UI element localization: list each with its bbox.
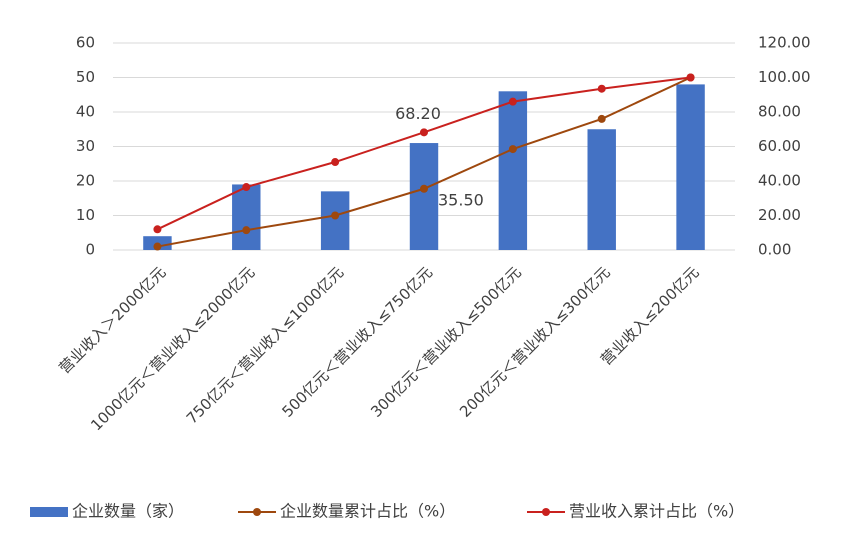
y-tick-label: 50 (76, 68, 95, 86)
legend-label: 企业数量（家） (72, 502, 184, 521)
x-tick-label: 750亿元＜营业收入≤1000亿元 (183, 263, 347, 427)
y2-tick-label: 0.00 (758, 241, 791, 259)
line-marker (508, 145, 517, 154)
y2-tick-label: 60.00 (758, 137, 801, 155)
bar (676, 84, 705, 251)
line-marker (242, 226, 251, 235)
line-marker (331, 211, 340, 220)
bar (498, 91, 528, 250)
x-tick-label: 200亿元＜营业收入≤300亿元 (456, 263, 614, 421)
line-marker (153, 242, 162, 251)
line-marker (508, 97, 517, 106)
data-label: 68.20 (395, 104, 441, 123)
line-marker (242, 183, 251, 192)
y-tick-label: 20 (76, 172, 95, 190)
line-marker (420, 184, 428, 193)
legend-label: 营业收入累计占比（%） (569, 502, 744, 521)
bar (409, 143, 439, 250)
y2-tick-label: 80.00 (758, 103, 801, 121)
bar (587, 129, 616, 250)
x-tick-label: 营业收入≤200亿元 (597, 263, 703, 369)
line-marker (331, 158, 340, 167)
data-label: 35.50 (438, 190, 484, 209)
y-tick-label: 10 (76, 206, 95, 224)
line-marker (686, 73, 695, 82)
x-tick-label: 300亿元＜营业收入≤500亿元 (367, 263, 525, 421)
y2-tick-label: 40.00 (758, 172, 801, 190)
legend-marker (253, 508, 261, 516)
bar (232, 184, 261, 250)
y2-tick-label: 100.00 (758, 68, 811, 86)
y-tick-label: 40 (76, 103, 95, 121)
line-marker (597, 84, 606, 93)
line-marker (597, 114, 606, 123)
bar (320, 191, 350, 250)
y2-tick-label: 20.00 (758, 206, 801, 224)
y-tick-label: 0 (85, 241, 95, 259)
y2-tick-label: 120.00 (758, 34, 811, 52)
legend-swatch (30, 507, 68, 517)
legend-marker (542, 508, 550, 516)
y-tick-label: 60 (76, 34, 95, 52)
x-tick-label: 1000亿元＜营业收入≤2000亿元 (87, 263, 258, 434)
y-tick-label: 30 (76, 137, 95, 155)
line-marker (420, 128, 428, 137)
x-tick-label: 500亿元＜营业收入≤750亿元 (278, 263, 436, 421)
legend-label: 企业数量累计占比（%） (280, 502, 455, 521)
line-marker (153, 225, 162, 234)
